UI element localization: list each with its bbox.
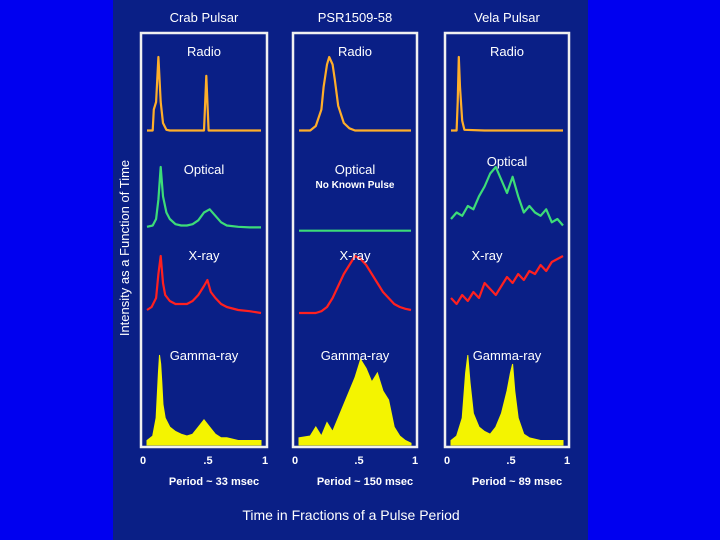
period-label: Period ~ 89 msec [472, 476, 562, 488]
x-tick-label: .5 [506, 455, 515, 467]
panel-1: Crab Pulsar Radio Optical X-ray Gamma-ray 0 .5… [139, 10, 269, 488]
x-tick-label: .5 [203, 455, 212, 467]
series-label-radio: Radio [490, 44, 524, 59]
panel-title: Vela Pulsar [474, 10, 540, 25]
x-tick-label: .5 [354, 455, 363, 467]
y-axis-label: Intensity as a Function of Time [117, 160, 132, 336]
series-label-optical: Optical [335, 162, 376, 177]
series-x-ray [146, 254, 262, 315]
series-radio [147, 55, 261, 132]
panel-2: PSR1509-58 Radio Optical X-ray Gamma-ray No K… [291, 10, 419, 488]
x-tick-label: 1 [412, 455, 418, 467]
x-tick-label: 1 [262, 455, 268, 467]
x-tick-label: 1 [564, 455, 570, 467]
panel-title: Crab Pulsar [170, 10, 239, 25]
series-label-x-ray: X-ray [188, 248, 220, 263]
x-tick-label: 0 [292, 455, 298, 467]
series-optical [450, 165, 564, 227]
series-optical [146, 165, 261, 229]
series-label-radio: Radio [338, 44, 372, 59]
period-label: Period ~ 33 msec [169, 476, 259, 488]
series-x-ray [450, 255, 564, 306]
series-label-gamma-ray: Gamma-ray [170, 348, 239, 363]
series-gamma-ray [298, 358, 412, 446]
x-tick-label: 0 [140, 455, 146, 467]
pulsar-light-curves-figure: Intensity as a Function of Time Time in F… [113, 0, 588, 540]
series-gamma-ray [450, 354, 564, 446]
optical-note: No Known Pulse [316, 180, 395, 191]
series-label-x-ray: X-ray [471, 248, 503, 263]
series-label-radio: Radio [187, 44, 221, 59]
series-radio [451, 55, 563, 132]
panel-title: PSR1509-58 [318, 10, 392, 25]
x-axis-label: Time in Fractions of a Pulse Period [242, 507, 459, 523]
period-label: Period ~ 150 msec [317, 476, 413, 488]
series-label-gamma-ray: Gamma-ray [321, 348, 390, 363]
pulsar-chart: Intensity as a Function of Time Time in F… [117, 10, 571, 523]
series-gamma-ray [146, 354, 262, 446]
series-label-gamma-ray: Gamma-ray [473, 348, 542, 363]
panel-3: Vela Pulsar Radio Optical X-ray Gamma-ray 0 .5… [443, 10, 571, 488]
series-x-ray [299, 254, 412, 315]
series-label-optical: Optical [184, 162, 225, 177]
series-label-x-ray: X-ray [339, 248, 371, 263]
panel-border [291, 31, 419, 449]
panel-border [139, 31, 269, 449]
panel-border [443, 31, 571, 449]
series-radio [299, 55, 411, 132]
series-label-optical: Optical [487, 154, 528, 169]
x-tick-label: 0 [444, 455, 450, 467]
